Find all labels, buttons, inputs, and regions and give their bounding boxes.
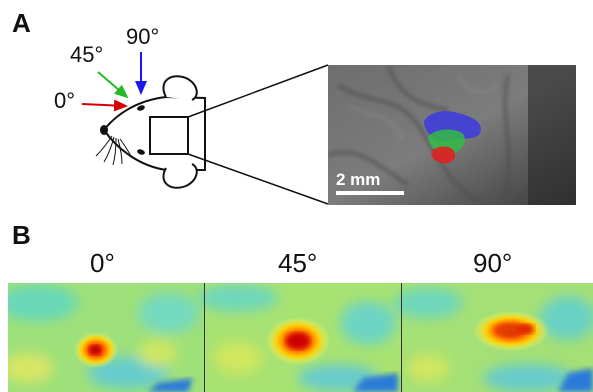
imaging-window [149,116,189,155]
activation-maps [8,283,593,392]
rat-whiskers [95,135,133,166]
zoom-line-top [187,64,329,118]
overlay-red-0deg [431,146,456,164]
activation-map-0deg [8,283,204,392]
rat-ear-bottom [162,163,198,189]
scale-bar [336,191,404,195]
angle-label-45: 45° [70,42,104,67]
cortex-image [328,65,576,205]
arrow-45deg [97,71,129,99]
rat-head-outline [102,95,206,171]
angle-label-0: 0° [54,88,76,113]
rat-head-diagram [81,52,329,205]
panel-b-letter: B [12,220,31,250]
rat-nose [100,125,108,135]
angle-label-90: 90° [126,24,160,49]
arrow-0deg [81,99,128,112]
activation-map-90deg [393,283,593,392]
map-heading-0: 0° [90,248,115,278]
activation-map-45deg [198,283,401,392]
cortex-vessels [328,65,511,202]
scale-bar-label: 2 mm [336,170,381,189]
panel-a-letter: A [12,8,31,38]
cortex-highlights [347,74,499,141]
zoom-line-bottom [187,153,329,205]
map-heading-45: 45° [278,248,318,278]
rat-eye-bottom [137,149,145,155]
rat-ear-top [162,75,198,101]
rat-eye-top [137,105,145,111]
map-heading-90: 90° [473,248,513,278]
